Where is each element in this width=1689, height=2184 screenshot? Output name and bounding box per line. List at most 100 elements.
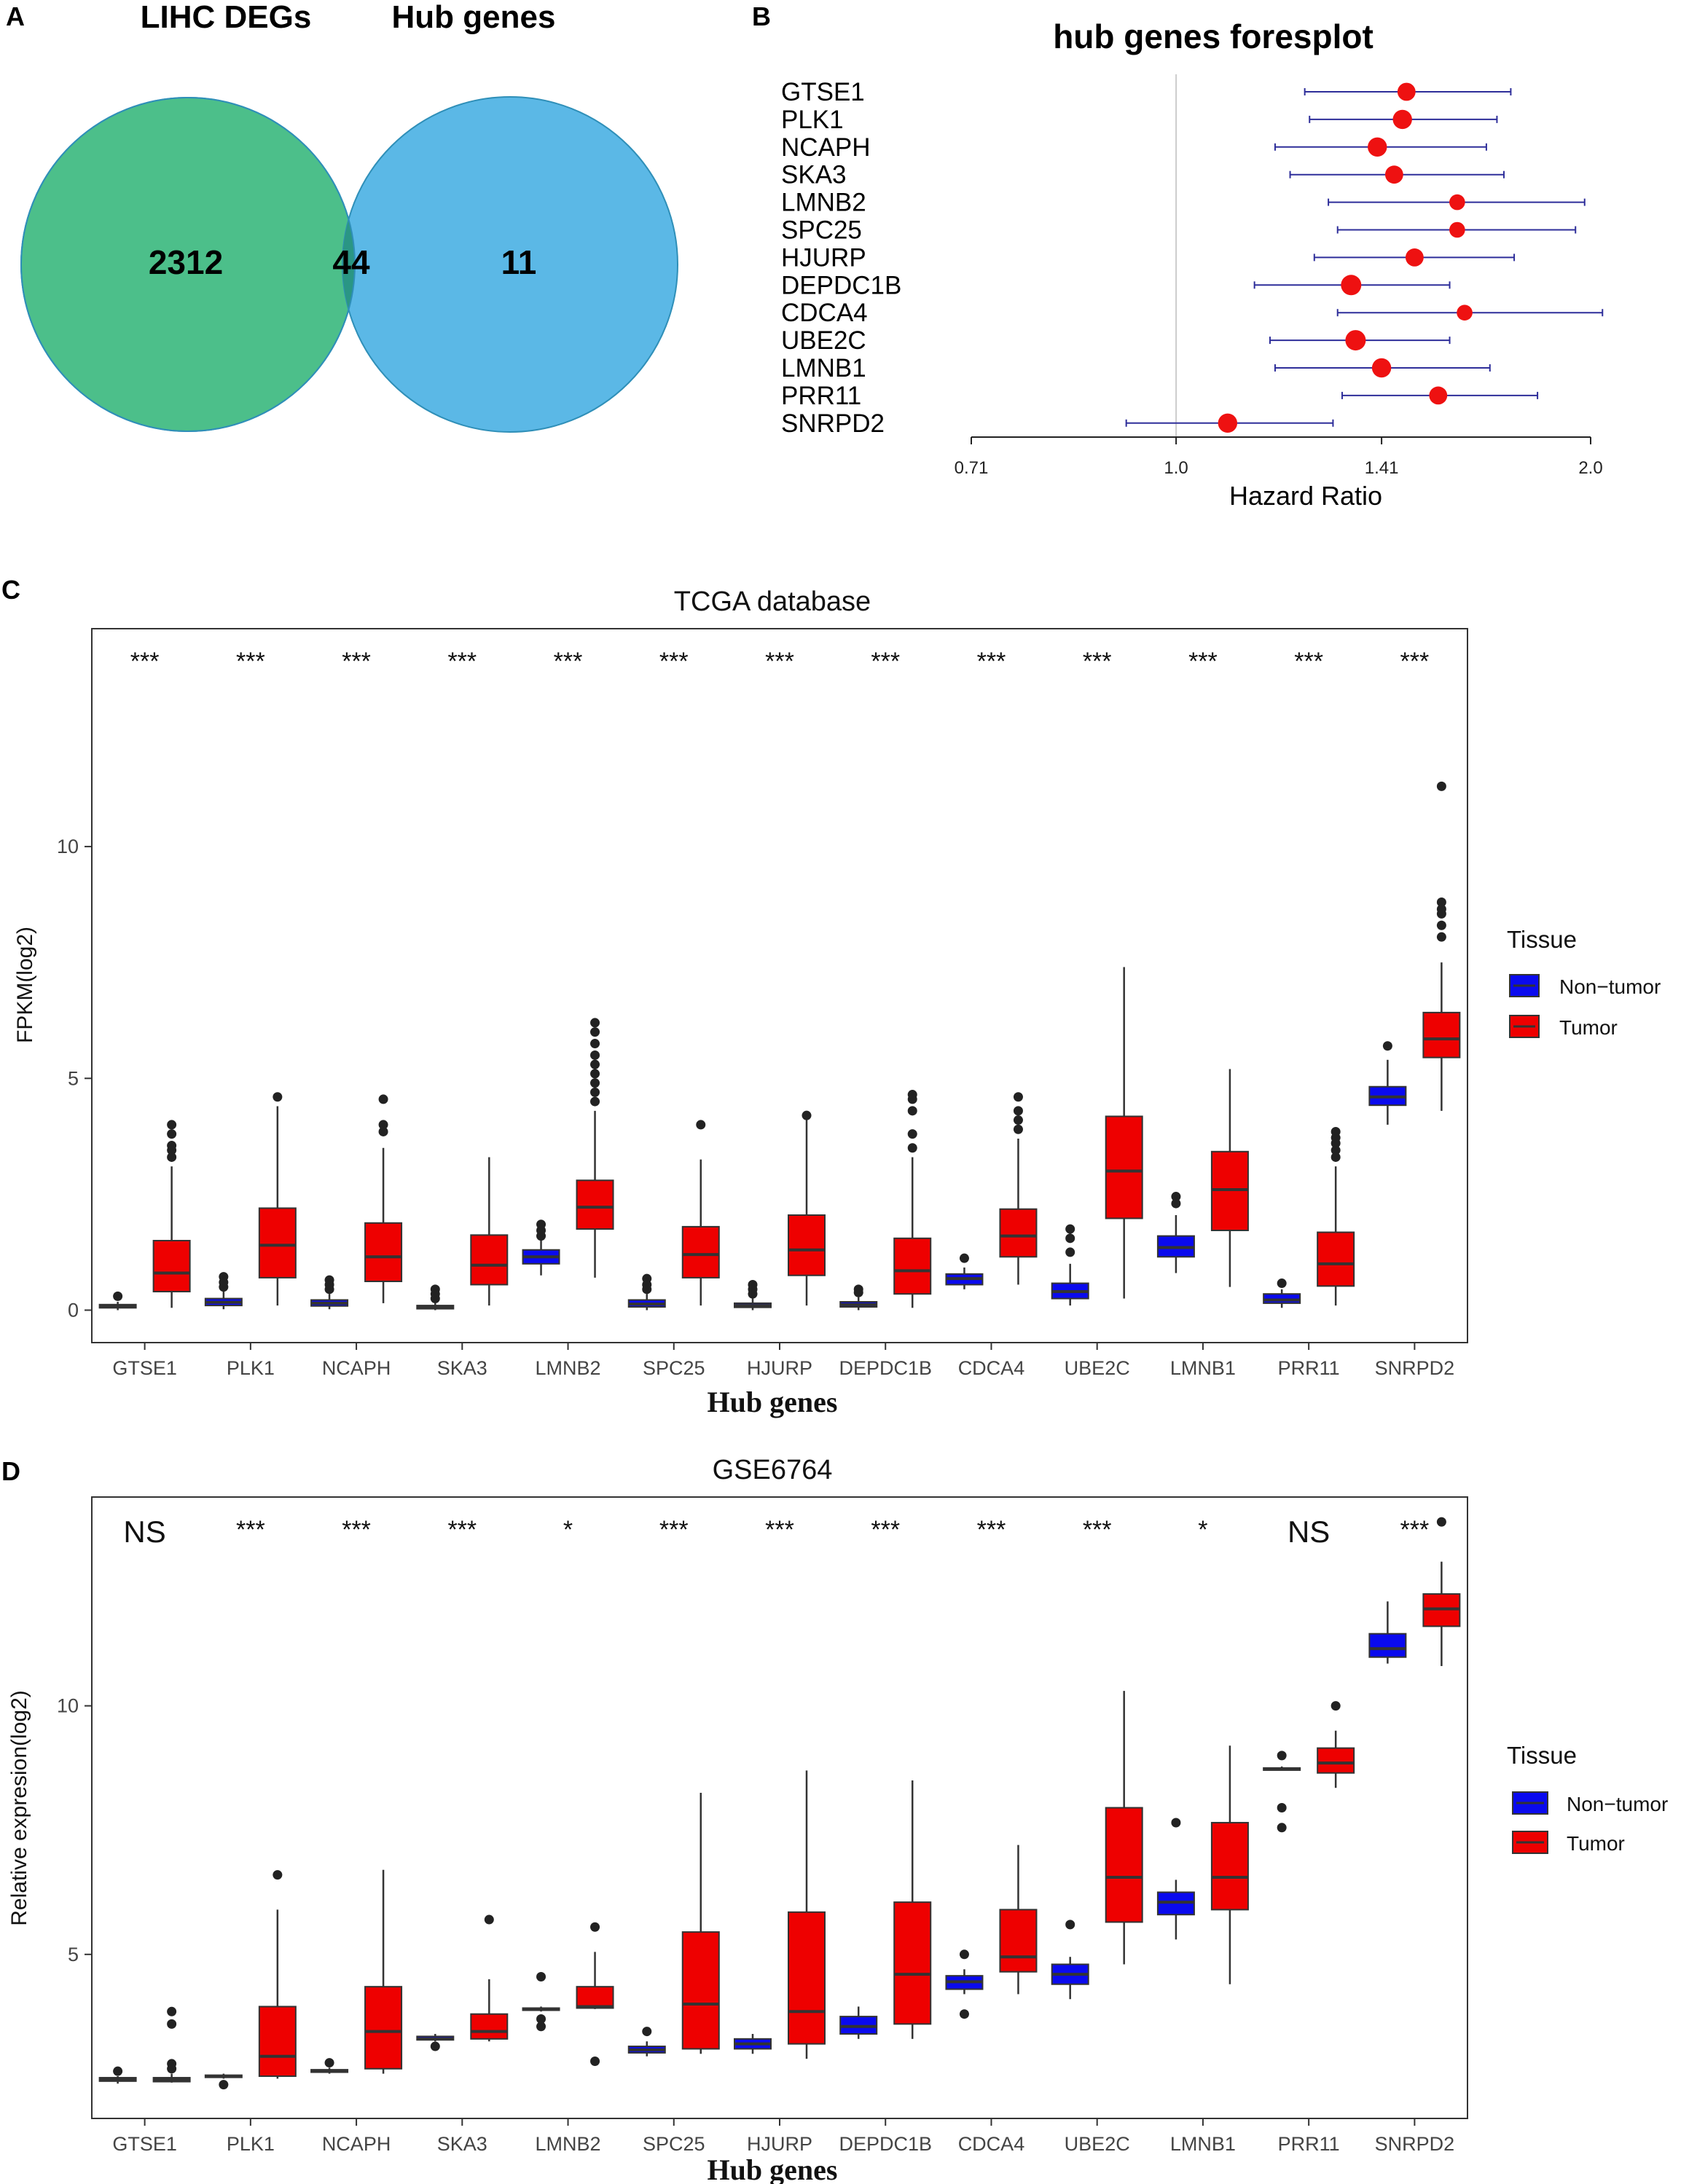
venn-count-overlap: 44 (332, 243, 370, 281)
gse-outlier-non-tumor (219, 2080, 229, 2090)
tcga-outlier-tumor (1013, 1092, 1023, 1102)
gse-significance-label: NS (1288, 1515, 1330, 1549)
tcga-y-tick-label: 10 (57, 836, 79, 857)
tcga-outlier-tumor (590, 1039, 600, 1049)
gse-outlier-tumor (167, 2006, 177, 2016)
tcga-outlier-tumor (1331, 1145, 1341, 1155)
tcga-significance-label: *** (1083, 648, 1112, 675)
tcga-legend: Tissue Non−tumor Tumor (1507, 926, 1661, 1039)
tcga-boxplot-panel: C TCGA database 0 5 10 GTSE1 PLK1 NCAPH SKA3 LM… (1, 575, 1661, 1418)
gse-y-axis-title: Relative expresion(log2) (7, 1690, 31, 1926)
gse-box-tumor (1210, 1821, 1249, 1911)
tcga-outlier-tumor (1013, 1115, 1023, 1126)
tcga-x-tick-label: UBE2C (1065, 1357, 1130, 1379)
forest-gene-label: PLK1 (781, 106, 844, 134)
tcga-outlier-tumor (1013, 1124, 1023, 1134)
forest-x-tick-label: 1.0 (1164, 458, 1188, 478)
forest-plot-area: 0.71 1.0 1.41 2.0 GTSE1PLK1NCAPHSKA3LMNB2SPC… (781, 74, 1604, 478)
tcga-y-tick-label: 5 (68, 1067, 79, 1089)
tcga-legend-label-non-tumor: Non−tumor (1559, 975, 1661, 998)
gse-outlier-non-tumor (1277, 1823, 1287, 1833)
gse-boxplot-panel: D GSE6764 5 10 GTSE1 PLK1 NCAPH SKA3 LMNB2 SPC2… (1, 1455, 1668, 2184)
tcga-outlier-tumor (1436, 932, 1446, 942)
gse-box-tumor (576, 1986, 614, 2009)
gse-plot-frame (91, 1496, 1468, 2119)
tcga-outlier-tumor (1331, 1152, 1341, 1162)
forest-gene-label: CDCA4 (781, 299, 868, 327)
gse-box-tumor (470, 2013, 509, 2040)
tcga-outlier-tumor (590, 1069, 600, 1079)
gse-outlier-non-tumor (642, 2027, 652, 2037)
tcga-outlier-tumor (590, 1087, 600, 1097)
gse-significance-label: *** (1083, 1516, 1112, 1544)
tcga-outlier-tumor (273, 1092, 283, 1102)
tcga-x-tick-label: NCAPH (322, 1357, 391, 1379)
gse-box-tumor (681, 1931, 720, 2050)
gse-x-tick-label: GTSE1 (112, 2133, 177, 2155)
tcga-significance-label: *** (977, 648, 1006, 675)
tcga-significance-label: *** (447, 648, 477, 675)
gse-box-area: 5 10 GTSE1 PLK1 NCAPH SKA3 LMNB2 SPC25 HJURP DEPD… (57, 1515, 1461, 2155)
tcga-x-tick-label: SPC25 (643, 1357, 705, 1379)
tcga-box-tumor (893, 1237, 932, 1295)
gse-legend: Tissue Non−tumor Tumor (1507, 1742, 1668, 1855)
forest-point (1371, 358, 1392, 378)
forest-gene-label: HJURP (781, 243, 866, 272)
gse-x-tick-label: PLK1 (227, 2133, 275, 2155)
tcga-outlier-non-tumor (1065, 1247, 1075, 1257)
tcga-outlier-non-tumor (1171, 1198, 1181, 1209)
gse-box-tumor (999, 1909, 1038, 1973)
tcga-outlier-non-tumor (1065, 1233, 1075, 1244)
gse-legend-label-tumor: Tumor (1567, 1832, 1625, 1855)
tcga-x-tick-label: HJURP (747, 1357, 812, 1379)
panel-label-a: A (6, 1, 25, 31)
gse-x-axis-title: Hub genes (708, 2153, 838, 2184)
forest-point (1368, 137, 1387, 157)
forest-gene-label: LMNB2 (781, 189, 866, 217)
forest-gene-label: SKA3 (781, 161, 847, 189)
forest-x-axis-title: Hazard Ratio (1229, 481, 1382, 511)
forest-point (1429, 386, 1448, 405)
gse-y-tick-label: 5 (68, 1944, 79, 1965)
tcga-significance-label: *** (659, 648, 689, 675)
forest-gene-label: PRR11 (781, 382, 861, 410)
tcga-legend-label-tumor: Tumor (1559, 1016, 1618, 1039)
tcga-outlier-tumor (378, 1094, 388, 1104)
tcga-x-tick-label: PRR11 (1278, 1357, 1340, 1379)
tcga-outlier-tumor (1331, 1126, 1341, 1136)
tcga-outlier-tumor (590, 1050, 600, 1060)
tcga-significance-label: *** (1294, 648, 1323, 675)
panel-label-b: B (752, 1, 771, 31)
venn-left-outline (20, 97, 356, 432)
tcga-outlier-non-tumor (1277, 1278, 1287, 1289)
panel-label-c: C (1, 575, 20, 605)
tcga-outlier-tumor (590, 1078, 600, 1088)
gse-outlier-non-tumor (1277, 1751, 1287, 1761)
tcga-outlier-non-tumor (748, 1279, 758, 1289)
gse-outlier-non-tumor (430, 2041, 440, 2051)
gse-box-non-tumor (1368, 1633, 1407, 1658)
tcga-chart-title: TCGA database (674, 586, 871, 617)
gse-x-tick-label: SNRPD2 (1375, 2133, 1455, 2155)
gse-box-tumor (893, 1901, 932, 2025)
gse-x-tick-label: SPC25 (643, 2133, 705, 2155)
forest-point (1405, 248, 1424, 267)
tcga-box-tumor (258, 1207, 297, 1278)
tcga-box-tumor (681, 1225, 720, 1278)
forest-gene-label: DEPDC1B (781, 271, 901, 299)
tcga-significance-label: *** (871, 648, 900, 675)
forest-point (1218, 413, 1238, 433)
gse-x-tick-label: PRR11 (1278, 2133, 1340, 2155)
tcga-x-tick-label: CDCA4 (958, 1357, 1025, 1379)
tcga-outlier-non-tumor (113, 1291, 123, 1301)
forest-gene-label: LMNB1 (781, 354, 866, 382)
gse-outlier-tumor (1436, 1517, 1446, 1527)
tcga-box-tumor (788, 1214, 826, 1276)
tcga-outlier-tumor (1436, 920, 1446, 930)
tcga-outlier-tumor (1436, 897, 1446, 907)
tcga-outlier-tumor (590, 1059, 600, 1069)
gse-x-tick-label: SKA3 (437, 2133, 487, 2155)
tcga-box-tumor (1422, 1011, 1461, 1058)
tcga-outlier-tumor (378, 1126, 388, 1136)
panel-label-d: D (1, 1456, 20, 1486)
